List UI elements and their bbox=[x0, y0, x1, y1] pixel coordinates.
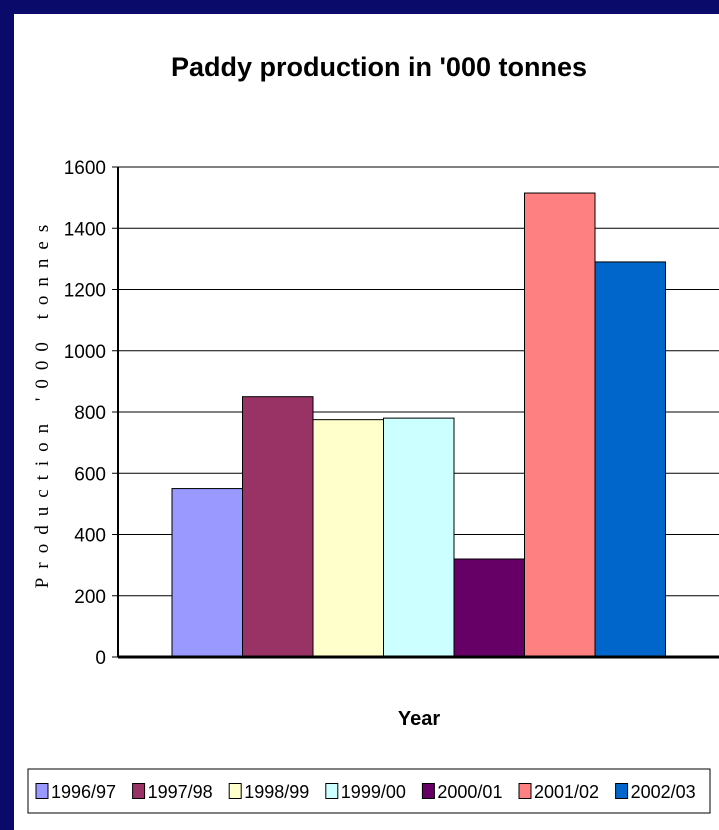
y-tick-label: 1400 bbox=[64, 219, 106, 240]
legend-label: 1996/97 bbox=[51, 782, 116, 802]
y-tick-label: 0 bbox=[95, 648, 106, 669]
y-axis-label: Production '000 tonnes bbox=[32, 216, 53, 588]
y-tick-label: 1600 bbox=[64, 158, 106, 179]
legend-swatch bbox=[325, 783, 339, 799]
y-tick-label: 200 bbox=[74, 587, 106, 608]
legend-label: 2002/03 bbox=[631, 782, 696, 802]
bar-chart: Paddy production in '000 tonnes 0 200 400 6… bbox=[27, 52, 719, 814]
y-axis-ticks: 0 200 400 600 800 1000 1200 1400 1600 bbox=[64, 158, 118, 669]
bar-1997-98 bbox=[242, 396, 314, 658]
legend: 1996/97 1997/98 1998/99 1999/00 2000/01 2001/… bbox=[27, 768, 711, 814]
y-tick-label: 800 bbox=[74, 403, 106, 424]
legend-swatch bbox=[615, 783, 629, 799]
y-tick-label: 1200 bbox=[64, 281, 106, 302]
legend-label: 1999/00 bbox=[341, 782, 406, 802]
bars bbox=[171, 192, 666, 658]
legend-swatch bbox=[228, 783, 242, 799]
bar-1996-97 bbox=[171, 488, 243, 658]
legend-label: 2001/02 bbox=[534, 782, 599, 802]
legend-swatch bbox=[132, 783, 146, 799]
legend-swatch bbox=[421, 783, 435, 799]
legend-label: 1997/98 bbox=[148, 782, 213, 802]
bar-2001-02 bbox=[524, 192, 596, 658]
legend-label: 2000/01 bbox=[437, 782, 502, 802]
legend-swatch bbox=[35, 783, 49, 799]
bar-2002-03 bbox=[594, 261, 666, 658]
y-tick-label: 1000 bbox=[64, 342, 106, 363]
bar-1998-99 bbox=[312, 419, 384, 658]
y-tick-label: 400 bbox=[74, 526, 106, 547]
y-tick-label: 600 bbox=[74, 464, 106, 485]
bar-2000-01 bbox=[453, 558, 525, 658]
legend-items: 1996/97 1997/98 1998/99 1999/00 2000/01 2001/… bbox=[35, 782, 696, 802]
chart-panel: Paddy production in '000 tonnes 0 200 400 6… bbox=[14, 14, 719, 830]
legend-swatch bbox=[518, 783, 532, 799]
x-axis-label: Year bbox=[398, 708, 440, 730]
legend-label: 1998/99 bbox=[244, 782, 309, 802]
bar-1999-00 bbox=[383, 417, 455, 658]
chart-title: Paddy production in '000 tonnes bbox=[171, 52, 587, 82]
